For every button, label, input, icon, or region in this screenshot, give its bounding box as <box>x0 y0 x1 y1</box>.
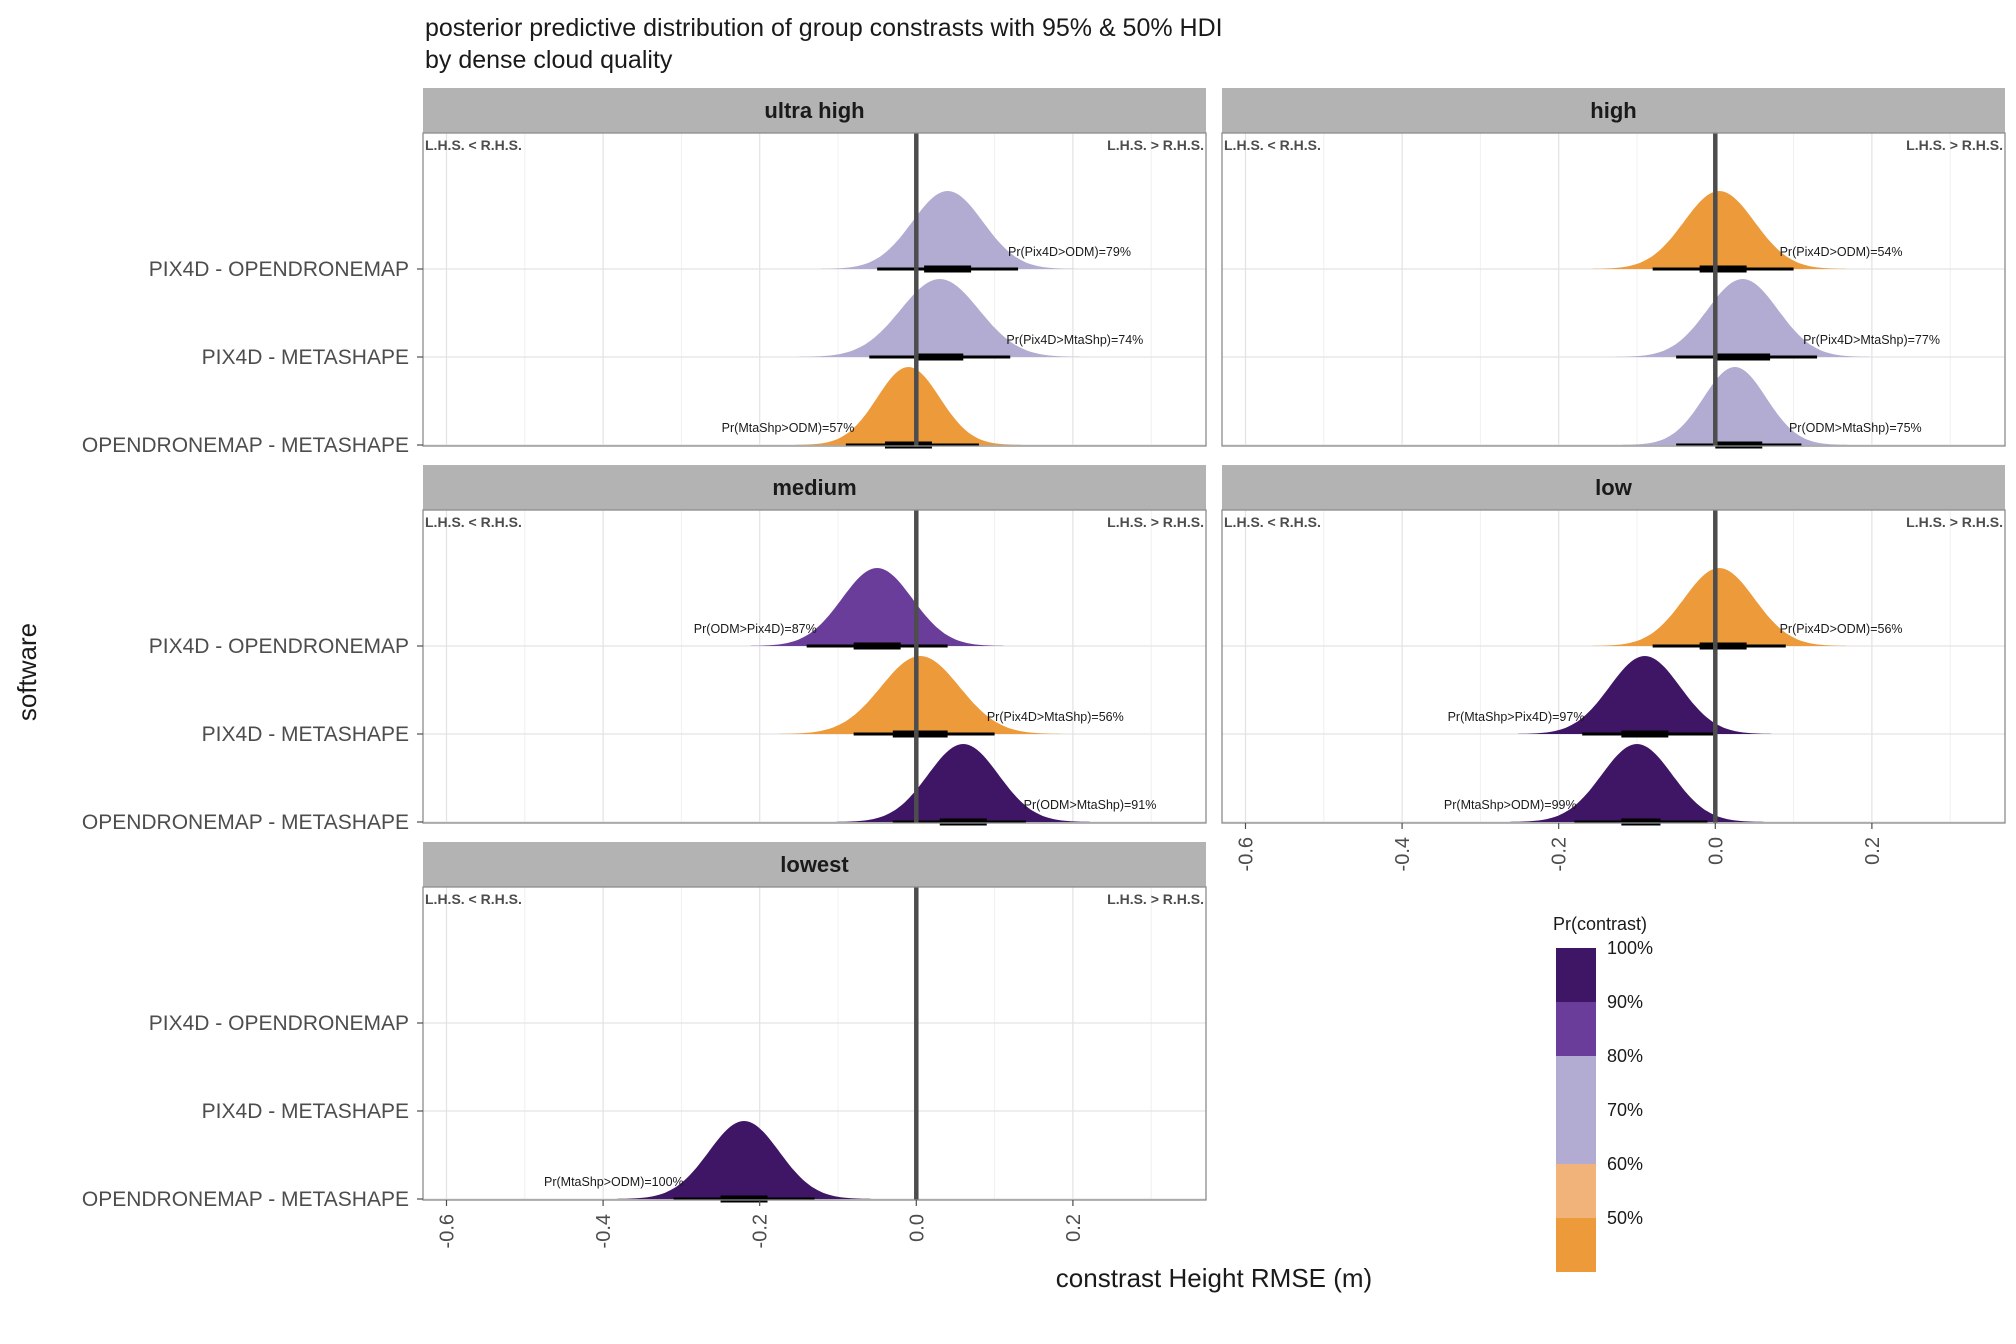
panel-ultra-high: ultra high L.H.S. < R.H.S. L.H.S. > R.H.S.… <box>82 88 1207 457</box>
probability-label: Pr(ODM>MtaShp)=91% <box>1024 798 1157 812</box>
plot-background <box>423 887 1206 1200</box>
density-pix4d-metashape <box>798 279 1081 357</box>
corner-label-right: L.H.S. > R.H.S. <box>1107 137 1204 153</box>
y-tick-label: PIX4D - OPENDRONEMAP <box>149 635 409 658</box>
probability-label: Pr(Pix4D>MtaShp)=77% <box>1803 333 1940 347</box>
x-tick-label: -0.6 <box>1235 837 1257 871</box>
corner-label-left: L.H.S. < R.H.S. <box>1224 137 1321 153</box>
x-tick-label: 0.2 <box>1063 1214 1085 1242</box>
density-opendronemap-metashape <box>1622 367 1848 445</box>
probability-label: Pr(ODM>Pix4D)=87% <box>694 622 817 636</box>
corner-label-right: L.H.S. > R.H.S. <box>1107 891 1204 907</box>
probability-label: Pr(MtaShp>ODM)=57% <box>722 421 855 435</box>
probability-label: Pr(MtaShp>ODM)=100% <box>544 1175 684 1189</box>
corner-label-left: L.H.S. < R.H.S. <box>425 514 522 530</box>
x-tick-label: -0.4 <box>593 1214 615 1248</box>
y-tick-label: OPENDRONEMAP - METASHAPE <box>82 811 409 834</box>
density-pix4d-opendronemap <box>750 568 1004 646</box>
panel-border <box>422 509 1207 824</box>
density-opendronemap-metashape <box>795 367 1022 445</box>
probability-label: Pr(Pix4D>MtaShp)=56% <box>987 710 1124 724</box>
plot-background <box>423 133 1206 446</box>
legend-title: Pr(contrast) <box>1553 914 1647 934</box>
probability-label: Pr(Pix4D>ODM)=56% <box>1780 622 1903 636</box>
strip-background <box>423 88 1206 133</box>
facet-panels: ultra high L.H.S. < R.H.S. L.H.S. > R.H.S.… <box>82 88 2006 1248</box>
strip-background <box>1222 88 2005 133</box>
corner-label-right: L.H.S. > R.H.S. <box>1906 137 2003 153</box>
legend-color-block <box>1556 1218 1596 1272</box>
legend-color-block <box>1556 1056 1596 1110</box>
density-opendronemap-metashape <box>617 1121 871 1199</box>
x-tick-label: -0.6 <box>436 1214 458 1248</box>
density-pix4d-metashape <box>1518 656 1772 734</box>
density-pix4d-opendronemap <box>820 191 1075 269</box>
y-tick-label: OPENDRONEMAP - METASHAPE <box>82 434 409 457</box>
density-pix4d-metashape <box>1615 279 1870 357</box>
probability-label: Pr(MtaShp>ODM)=99% <box>1444 798 1577 812</box>
panel-border <box>422 132 1207 447</box>
x-tick-label: 0.0 <box>906 1214 928 1242</box>
x-tick-label: 0.0 <box>1705 837 1727 865</box>
legend-label: 70% <box>1607 1100 1643 1120</box>
y-tick-label: PIX4D - OPENDRONEMAP <box>149 258 409 281</box>
corner-label-left: L.H.S. < R.H.S. <box>425 137 522 153</box>
density-pix4d-opendronemap <box>1592 191 1847 269</box>
plot-background <box>423 510 1206 823</box>
legend-color-block <box>1556 1164 1596 1218</box>
legend-color-block <box>1556 1110 1596 1164</box>
probability-label: Pr(ODM>MtaShp)=75% <box>1789 421 1922 435</box>
x-tick-label: -0.2 <box>750 1214 772 1248</box>
strip-label: high <box>1590 98 1636 123</box>
legend-label: 80% <box>1607 1046 1643 1066</box>
strip-label: ultra high <box>764 98 864 123</box>
corner-label-right: L.H.S. > R.H.S. <box>1906 514 2003 530</box>
legend-color-block <box>1556 1002 1596 1056</box>
panel-border <box>1221 509 2006 824</box>
y-axis-title: software <box>12 623 42 721</box>
panel-low: low L.H.S. < R.H.S. L.H.S. > R.H.S. Pr(Pix4… <box>1221 465 2006 871</box>
density-pix4d-opendronemap <box>1592 568 1847 646</box>
legend-label: 50% <box>1607 1208 1643 1228</box>
panel-medium: medium L.H.S. < R.H.S. L.H.S. > R.H.S. Pr(O… <box>82 465 1207 834</box>
y-tick-label: PIX4D - METASHAPE <box>202 1100 409 1123</box>
plot-background <box>1222 133 2005 446</box>
strip-label: low <box>1595 475 1633 500</box>
chart-subtitle: by dense cloud quality <box>425 46 673 74</box>
legend-label: 60% <box>1607 1154 1643 1174</box>
strip-label: lowest <box>780 852 849 877</box>
strip-label: medium <box>772 475 856 500</box>
probability-label: Pr(MtaShp>Pix4D)=97% <box>1448 710 1585 724</box>
probability-label: Pr(Pix4D>ODM)=54% <box>1780 245 1903 259</box>
x-tick-label: -0.2 <box>1549 837 1571 871</box>
corner-label-left: L.H.S. < R.H.S. <box>425 891 522 907</box>
legend-label: 100% <box>1607 938 1653 958</box>
chart-title: posterior predictive distribution of gro… <box>425 14 1223 42</box>
legend-color-block <box>1556 948 1596 1002</box>
strip-background <box>423 842 1206 887</box>
corner-label-left: L.H.S. < R.H.S. <box>1224 514 1321 530</box>
panel-border <box>422 886 1207 1201</box>
density-opendronemap-metashape <box>836 744 1091 822</box>
y-tick-label: PIX4D - METASHAPE <box>202 346 409 369</box>
panel-lowest: lowest L.H.S. < R.H.S. L.H.S. > R.H.S. Pr(M… <box>82 842 1207 1248</box>
corner-label-right: L.H.S. > R.H.S. <box>1107 514 1204 530</box>
x-tick-label: 0.2 <box>1862 837 1884 865</box>
legend-label: 90% <box>1607 992 1643 1012</box>
strip-background <box>1222 465 2005 510</box>
panel-border <box>1221 132 2006 447</box>
probability-label: Pr(Pix4D>ODM)=79% <box>1008 245 1131 259</box>
panel-high: high L.H.S. < R.H.S. L.H.S. > R.H.S. Pr(Pix… <box>1221 88 2006 449</box>
y-tick-label: OPENDRONEMAP - METASHAPE <box>82 1188 409 1211</box>
x-axis-title: constrast Height RMSE (m) <box>1056 1263 1372 1293</box>
y-tick-label: PIX4D - OPENDRONEMAP <box>149 1012 409 1035</box>
strip-background <box>423 465 1206 510</box>
y-tick-label: PIX4D - METASHAPE <box>202 723 409 746</box>
density-opendronemap-metashape <box>1510 744 1764 822</box>
legend: Pr(contrast) 100% 90% 80% 70% 60% 50% <box>1553 914 1653 1272</box>
probability-label: Pr(Pix4D>MtaShp)=74% <box>1006 333 1143 347</box>
density-pix4d-metashape <box>779 656 1062 734</box>
x-tick-label: -0.4 <box>1392 837 1414 871</box>
